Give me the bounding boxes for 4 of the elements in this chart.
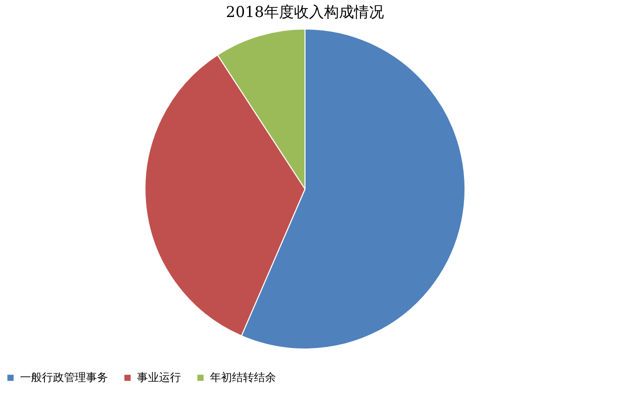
legend-label: 事业运行 [137,370,181,384]
chart-title: 2018年度收入构成情况 [226,3,384,21]
legend-label: 一般行政管理事务 [20,370,108,384]
legend-label: 年初结转结余 [210,370,276,384]
